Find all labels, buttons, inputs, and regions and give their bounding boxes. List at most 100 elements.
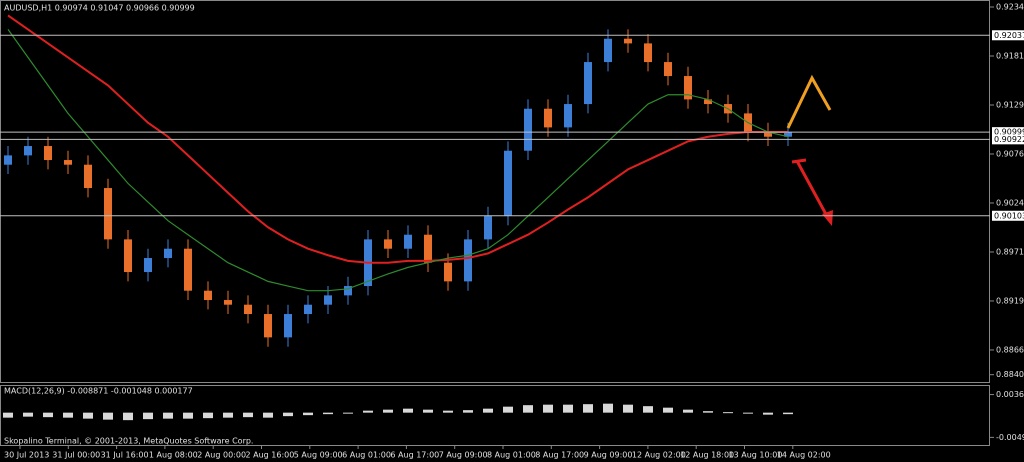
candle-body	[284, 314, 292, 338]
macd-bar	[423, 409, 433, 413]
y-tick-label: 0.90765	[996, 149, 1024, 158]
candle-body	[564, 104, 572, 128]
footer: Skopalino Terminal, © 2001-2013, MetaQuo…	[4, 437, 253, 446]
macd-bar	[143, 412, 153, 420]
candle-body	[544, 108, 552, 128]
macd-bar	[543, 404, 553, 413]
macd-bar	[243, 412, 253, 418]
macd-bar	[123, 412, 133, 421]
level-label: 0.90922	[994, 135, 1024, 144]
forecast-arrow-down	[795, 160, 830, 219]
macd-bar	[443, 410, 453, 413]
x-tick-label: 14 Aug 02:00	[777, 451, 831, 460]
x-tick-label: 2 Aug 00:00	[197, 451, 246, 460]
candle-body	[444, 262, 452, 282]
macd-bar	[63, 412, 73, 418]
macd-bar	[203, 412, 213, 419]
macd-bar	[643, 406, 653, 413]
level-label-box	[992, 127, 1024, 138]
macd-bar	[283, 412, 293, 417]
macd-bar	[223, 412, 233, 418]
macd-bar	[163, 412, 173, 419]
macd-bar	[343, 412, 353, 414]
macd-bar	[723, 412, 733, 414]
macd-bar	[263, 412, 273, 418]
candle-body	[784, 132, 792, 137]
x-tick-label: 12 Aug 18:00	[680, 451, 734, 460]
macd-bar	[663, 407, 673, 413]
level-label-box	[992, 210, 1024, 221]
candle-body	[44, 146, 52, 161]
macd-bar	[323, 412, 333, 415]
candle-body	[224, 300, 232, 305]
y-tick-label: 0.89715	[996, 247, 1024, 256]
macd-bar	[483, 408, 493, 413]
macd-tick-label: -0.004953	[996, 433, 1024, 442]
level-label-box	[992, 30, 1024, 41]
x-tick-label: 9 Aug 09:00	[584, 451, 633, 460]
candle-body	[464, 239, 472, 282]
macd-bar	[303, 412, 313, 416]
candle-body	[484, 216, 492, 240]
moving-average	[7, 14, 788, 264]
macd-bar	[503, 406, 513, 413]
candle-body	[424, 234, 432, 263]
macd-bar	[763, 412, 773, 415]
candle-body	[384, 239, 392, 249]
macd-bar	[83, 412, 93, 419]
x-tick-label: 12 Aug 02:00	[632, 451, 686, 460]
candle-body	[664, 62, 672, 77]
candle-body	[264, 314, 272, 338]
candle-body	[684, 76, 692, 100]
macd-bar	[43, 412, 53, 418]
macd-bar	[703, 411, 713, 413]
level-label: 0.92037	[994, 31, 1024, 40]
macd-bar	[383, 409, 393, 413]
candle-body	[344, 286, 352, 296]
x-tick-label: 2 Aug 16:00	[246, 451, 295, 460]
candle-body	[704, 99, 712, 105]
candle-body	[524, 108, 532, 151]
candle-body	[504, 150, 512, 217]
main-frame	[0, 0, 990, 383]
chart-title: AUDUSD,H1 0.90974 0.91047 0.90966 0.9099…	[4, 4, 195, 13]
candle-body	[404, 234, 412, 249]
candle-body	[624, 38, 632, 44]
candle-body	[644, 43, 652, 63]
plot	[4, 14, 792, 347]
level-label: 0.90103	[994, 211, 1024, 220]
candle-body	[764, 132, 772, 137]
candle-body	[204, 290, 212, 301]
x-tick-label: 8 Aug 17:00	[535, 451, 584, 460]
candle-body	[584, 62, 592, 105]
macd-bar	[23, 412, 33, 417]
macd-bar	[583, 404, 593, 413]
candle-body	[164, 248, 172, 259]
x-tick-label: 8 Aug 01:00	[487, 451, 536, 460]
candle-body	[324, 295, 332, 305]
x-tick-label: 31 Jul 00:00	[52, 451, 100, 460]
x-tick-label: 30 Jul 2013	[4, 451, 49, 460]
y-tick-label: 0.88665	[996, 345, 1024, 354]
arrow-head	[822, 210, 833, 226]
moving-average	[7, 29, 789, 292]
candle-body	[604, 38, 612, 63]
macd-bar	[103, 412, 113, 420]
macd-bar	[523, 405, 533, 413]
macd-bar	[623, 404, 633, 413]
candle-body	[144, 258, 152, 273]
x-tick-label: 31 Jul 16:00	[101, 451, 149, 460]
level-label: 0.90999	[994, 128, 1024, 137]
macd-label: MACD(12,26,9) -0.008871 -0.001048 0.0001…	[4, 387, 193, 396]
macd-bar	[563, 404, 573, 413]
macd-bar	[183, 412, 193, 419]
x-tick-label: 5 Aug 09:00	[294, 451, 343, 460]
candle-body	[184, 248, 192, 291]
macd-bar	[403, 408, 413, 413]
x-tick-label: 7 Aug 09:00	[439, 451, 488, 460]
x-tick-label: 13 Aug 10:00	[729, 451, 783, 460]
